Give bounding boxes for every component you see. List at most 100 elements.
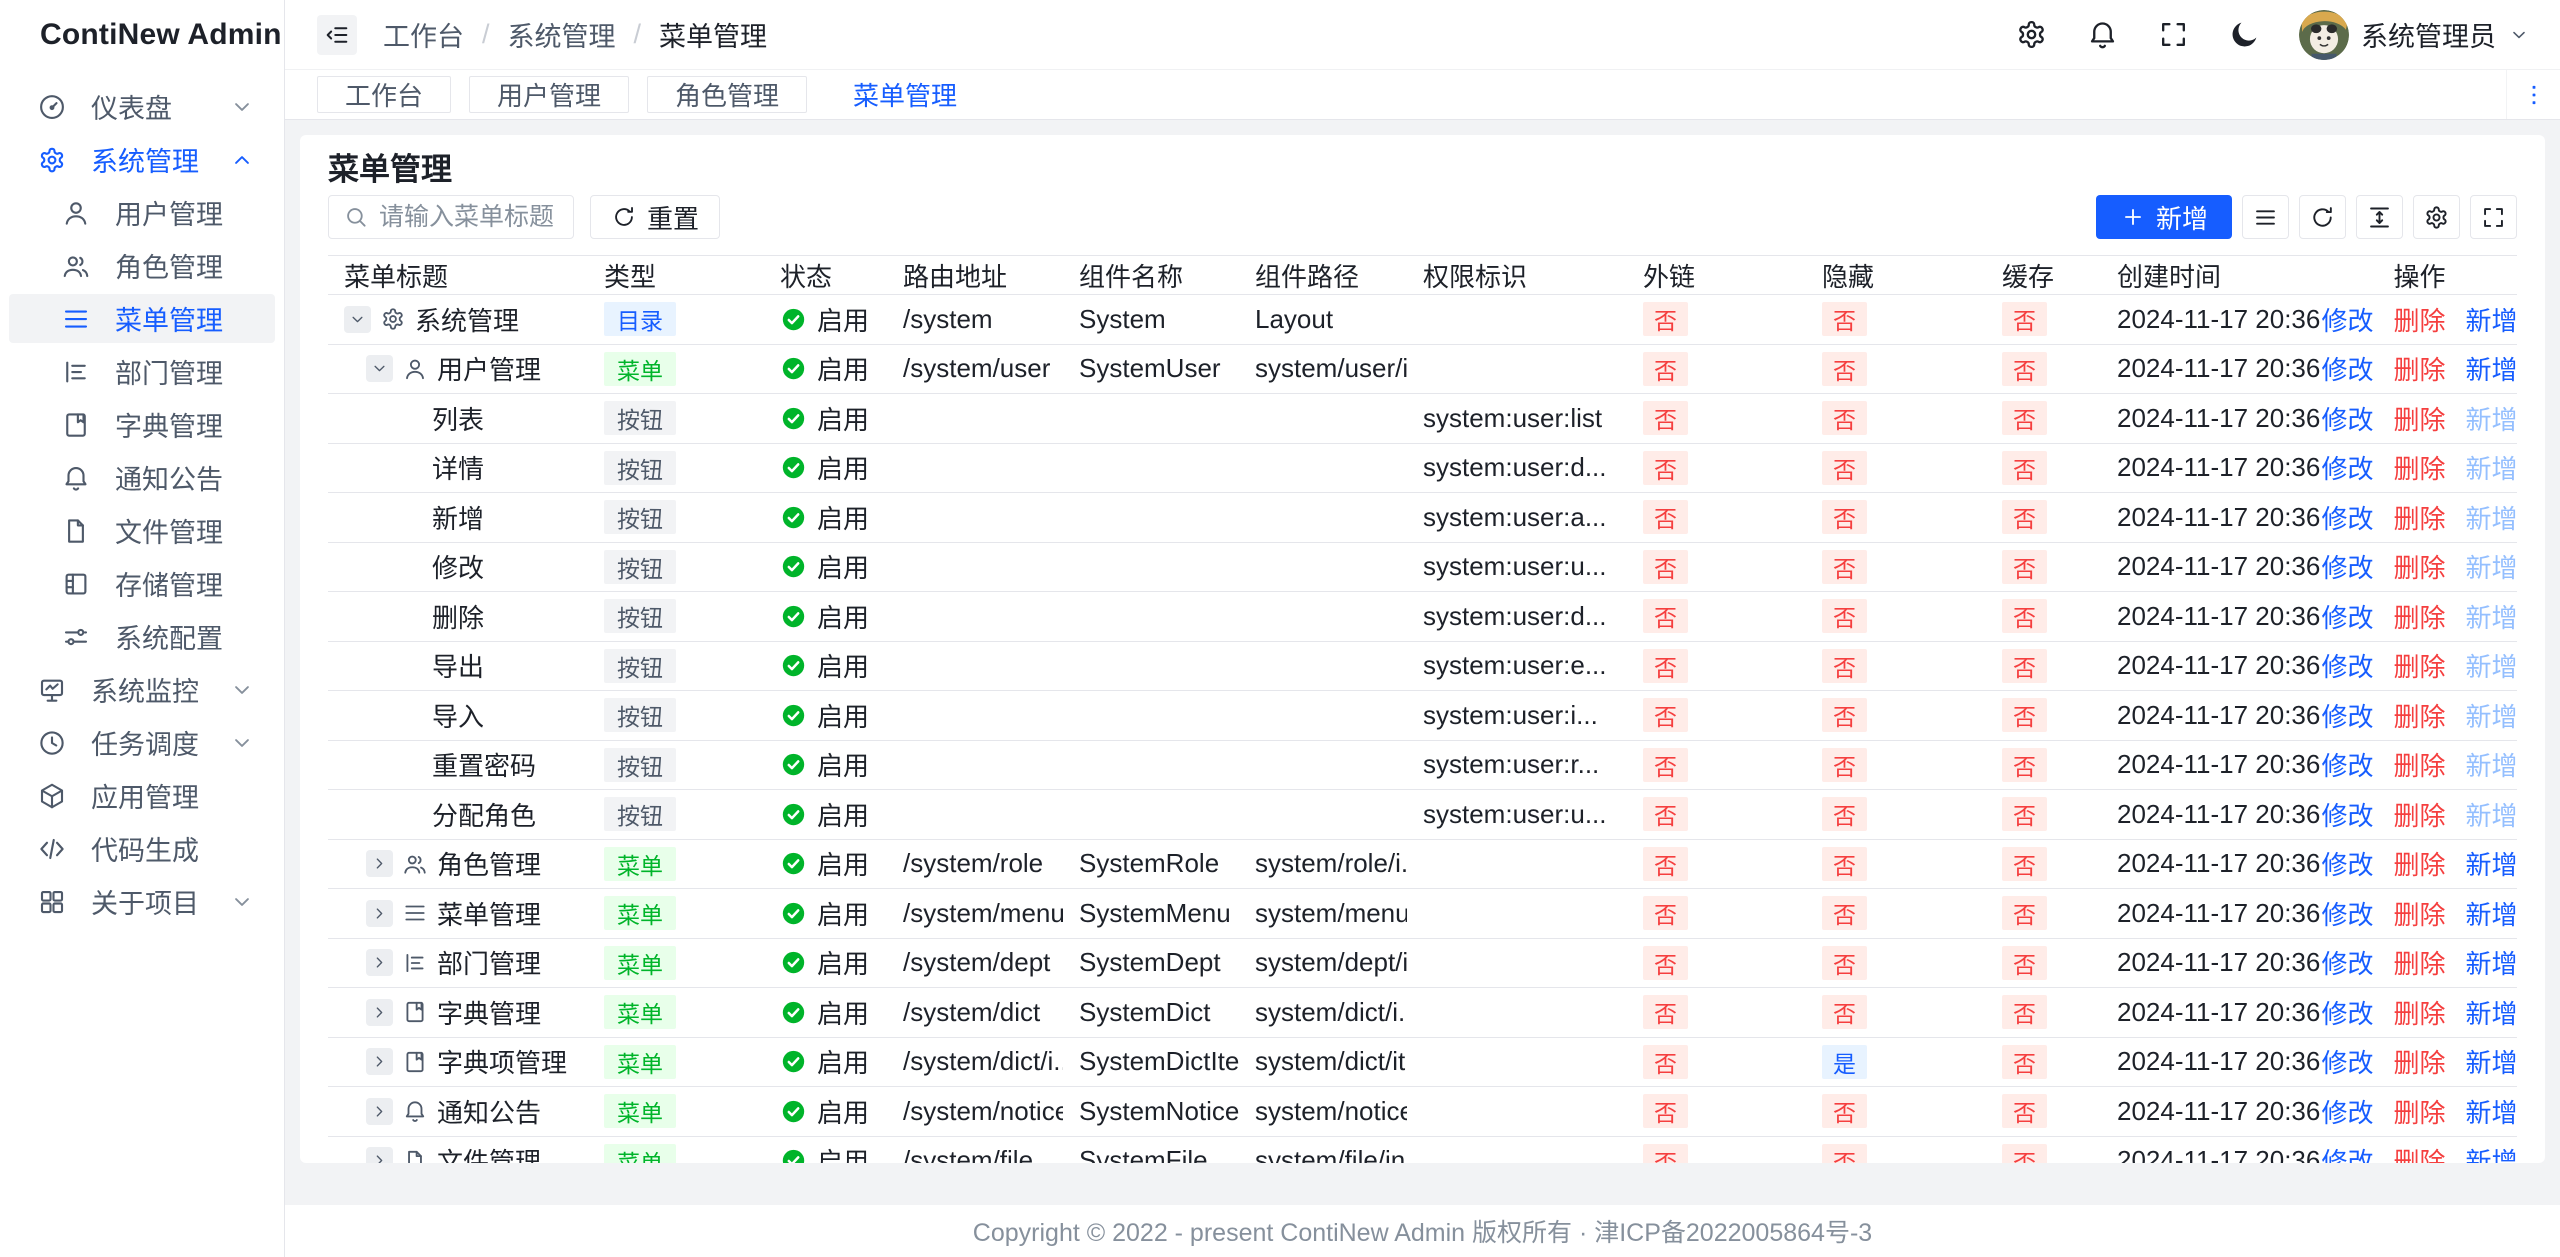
sidebar-subitem[interactable]: 存储管理	[9, 559, 275, 608]
toolbar-refresh-button[interactable]	[2299, 195, 2346, 239]
action-add[interactable]: 新增	[2466, 1142, 2517, 1163]
sidebar-subitem[interactable]: 角色管理	[9, 241, 275, 290]
sidebar-item[interactable]: 系统管理	[9, 135, 275, 184]
sidebar-collapse-button[interactable]	[317, 15, 357, 55]
menu-title-cell: 分配角色	[328, 796, 588, 833]
action-add[interactable]: 新增	[2466, 1093, 2517, 1130]
action-delete[interactable]: 删除	[2394, 1043, 2446, 1080]
plus-icon	[2120, 204, 2146, 230]
row-expand-button[interactable]	[366, 850, 393, 877]
sidebar-item[interactable]: 仪表盘	[9, 82, 275, 131]
action-modify[interactable]: 修改	[2322, 796, 2374, 833]
breadcrumb-item[interactable]: 系统管理	[508, 15, 616, 54]
action-modify[interactable]: 修改	[2322, 1043, 2374, 1080]
tab-item[interactable]: 用户管理	[469, 76, 629, 113]
action-delete[interactable]: 删除	[2394, 1142, 2446, 1163]
action-delete[interactable]: 删除	[2394, 845, 2446, 882]
tab-item[interactable]: 角色管理	[647, 76, 807, 113]
user-menu[interactable]: 系统管理员	[2299, 10, 2530, 60]
action-delete[interactable]: 删除	[2394, 895, 2446, 932]
sidebar-subitem[interactable]: 部门管理	[9, 347, 275, 396]
hidden-cell: 否	[1806, 599, 1986, 633]
column-header: 路由地址	[887, 257, 1063, 294]
action-modify[interactable]: 修改	[2322, 994, 2374, 1031]
action-delete[interactable]: 删除	[2394, 598, 2446, 635]
row-expand-button[interactable]	[366, 355, 393, 382]
action-delete[interactable]: 删除	[2394, 697, 2446, 734]
action-delete[interactable]: 删除	[2394, 944, 2446, 981]
action-delete[interactable]: 删除	[2394, 994, 2446, 1031]
sidebar-subitem[interactable]: 用户管理	[9, 188, 275, 237]
action-add[interactable]: 新增	[2466, 845, 2517, 882]
action-delete[interactable]: 删除	[2394, 400, 2446, 437]
action-add[interactable]: 新增	[2466, 301, 2517, 338]
settings-icon[interactable]	[2015, 18, 2048, 51]
toolbar-fullscreen-button[interactable]	[2470, 195, 2517, 239]
action-add[interactable]: 新增	[2466, 350, 2517, 387]
action-modify[interactable]: 修改	[2322, 1142, 2374, 1163]
sidebar-item[interactable]: 任务调度	[9, 718, 275, 767]
action-delete[interactable]: 删除	[2394, 647, 2446, 684]
search-input[interactable]	[379, 203, 559, 232]
action-delete[interactable]: 删除	[2394, 449, 2446, 486]
row-expand-button[interactable]	[366, 999, 393, 1026]
reset-button[interactable]: 重置	[590, 195, 720, 239]
action-delete[interactable]: 删除	[2394, 1093, 2446, 1130]
bool-tag: 否	[1822, 302, 1867, 336]
action-modify[interactable]: 修改	[2322, 598, 2374, 635]
type-tag: 菜单	[604, 1144, 676, 1163]
action-modify[interactable]: 修改	[2322, 944, 2374, 981]
action-modify[interactable]: 修改	[2322, 548, 2374, 585]
row-expand-button[interactable]	[366, 1147, 393, 1163]
bell-icon[interactable]	[2086, 18, 2119, 51]
sidebar-subitem[interactable]: 系统配置	[9, 612, 275, 661]
action-delete[interactable]: 删除	[2394, 499, 2446, 536]
action-delete[interactable]: 删除	[2394, 301, 2446, 338]
bool-tag: 否	[1822, 995, 1867, 1029]
action-modify[interactable]: 修改	[2322, 449, 2374, 486]
action-modify[interactable]: 修改	[2322, 697, 2374, 734]
tab-item[interactable]: 菜单管理	[825, 76, 985, 113]
action-modify[interactable]: 修改	[2322, 647, 2374, 684]
sidebar-subitem[interactable]: 文件管理	[9, 506, 275, 555]
action-modify[interactable]: 修改	[2322, 350, 2374, 387]
dict-icon	[402, 999, 428, 1025]
tab-actions-button[interactable]	[2506, 70, 2560, 119]
action-add[interactable]: 新增	[2466, 994, 2517, 1031]
sidebar-item[interactable]: 应用管理	[9, 771, 275, 820]
action-add[interactable]: 新增	[2466, 944, 2517, 981]
add-button[interactable]: 新增	[2096, 195, 2232, 239]
breadcrumb-item[interactable]: 工作台	[383, 15, 464, 54]
action-modify[interactable]: 修改	[2322, 301, 2374, 338]
action-add[interactable]: 新增	[2466, 895, 2517, 932]
action-delete[interactable]: 删除	[2394, 350, 2446, 387]
sidebar-item[interactable]: 关于项目	[9, 877, 275, 926]
row-expand-button[interactable]	[366, 949, 393, 976]
fullscreen-icon[interactable]	[2157, 18, 2190, 51]
moon-icon[interactable]	[2228, 18, 2261, 51]
toolbar-list-button[interactable]	[2242, 195, 2289, 239]
sidebar-subitem[interactable]: 菜单管理	[9, 294, 275, 343]
sidebar-item[interactable]: 系统监控	[9, 665, 275, 714]
action-modify[interactable]: 修改	[2322, 845, 2374, 882]
app-logo[interactable]: ContiNew Admin	[0, 0, 284, 70]
row-expand-button[interactable]	[366, 1048, 393, 1075]
action-modify[interactable]: 修改	[2322, 746, 2374, 783]
row-expand-button[interactable]	[366, 1098, 393, 1125]
action-modify[interactable]: 修改	[2322, 895, 2374, 932]
toolbar-row-height-button[interactable]	[2356, 195, 2403, 239]
action-delete[interactable]: 删除	[2394, 796, 2446, 833]
action-delete[interactable]: 删除	[2394, 548, 2446, 585]
action-modify[interactable]: 修改	[2322, 400, 2374, 437]
action-add[interactable]: 新增	[2466, 1043, 2517, 1080]
sidebar-subitem[interactable]: 通知公告	[9, 453, 275, 502]
action-modify[interactable]: 修改	[2322, 499, 2374, 536]
tab-item[interactable]: 工作台	[317, 76, 451, 113]
action-delete[interactable]: 删除	[2394, 746, 2446, 783]
sidebar-item[interactable]: 代码生成	[9, 824, 275, 873]
toolbar-settings-button[interactable]	[2413, 195, 2460, 239]
row-expand-button[interactable]	[344, 306, 371, 333]
sidebar-subitem[interactable]: 字典管理	[9, 400, 275, 449]
row-expand-button[interactable]	[366, 900, 393, 927]
action-modify[interactable]: 修改	[2322, 1093, 2374, 1130]
